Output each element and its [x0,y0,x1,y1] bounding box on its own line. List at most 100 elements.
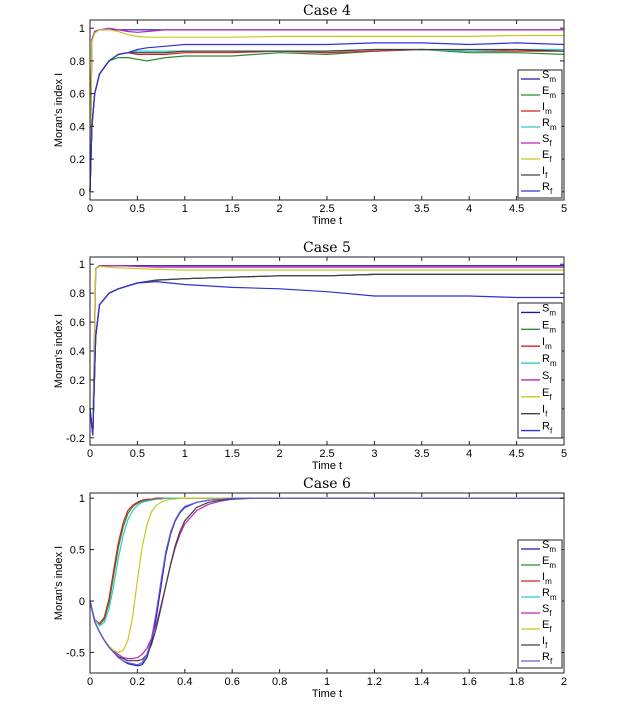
y-tick-label: 0.4 [70,121,85,133]
x-tick-label: 3 [371,448,377,460]
legend-label: If [542,165,548,180]
legend-label-subscript: f [549,139,552,148]
x-tick-label: 1 [182,448,188,460]
x-tick-label: 2 [277,448,283,460]
y-axis-label: Moran's index I [53,546,65,620]
legend-label-subscript: m [549,91,556,100]
legend-label-subscript: f [549,155,552,164]
x-tick-label: 0.5 [130,203,145,215]
legend-label-subscript: m [550,593,557,602]
y-tick-label: 0.4 [70,346,85,358]
y-tick-label: 0.2 [70,154,85,166]
chart-title: Case 6 [303,476,351,492]
legend-label: Ef [542,149,552,164]
legend-label: Im [542,571,552,586]
series-line-Ef [89,497,564,653]
legend-label-subscript: m [545,342,552,351]
legend-label-subscript: f [549,625,552,634]
series-line-Rf [89,42,565,192]
legend-label-subscript: m [549,325,556,334]
legend-label-main: S [542,539,549,551]
legend-label-main: R [542,587,550,599]
series-line-Sm [89,265,564,436]
series-line-Im [89,273,564,436]
legend-label-main: I [542,635,545,647]
y-tick-label: -0.5 [66,647,85,659]
series-line-Rm [89,273,564,436]
legend-label: Ef [542,387,552,402]
legend-label: Rm [542,117,557,132]
x-axis-label: Time t [312,460,342,472]
x-tick-label: 4.5 [509,448,524,460]
subplot-4: Case 4 0 0.5 1 1.5 2 2.5 3 3.5 4 4.5 5 0 0.2 0.4 0.6 0.8… [53,3,567,227]
legend-label: Sm [542,69,556,84]
legend-label-subscript: f [549,376,552,385]
legend-label-subscript: m [549,545,556,554]
legend-label-subscript: f [550,427,553,436]
legend-label-subscript: m [545,107,552,116]
y-tick-label: 0.8 [70,288,85,300]
legend-box [517,69,563,199]
legend-label-main: I [542,165,545,177]
y-axis-label: Moran's index I [53,73,65,147]
legend-label: Em [542,85,556,100]
legend-label: Sm [542,539,556,554]
legend-label: If [542,635,548,650]
x-tick-label: 1.8 [509,676,524,688]
series-line-Sf [89,265,564,436]
chart-title: Case 4 [303,3,351,19]
x-tick-label: 1 [182,203,188,215]
legend-label-subscript: f [545,410,548,419]
legend-label-subscript: f [545,641,548,650]
legend-label-main: E [542,619,549,631]
x-tick-label: 0 [87,203,93,215]
legend-label-main: S [542,133,549,145]
legend-label: If [542,404,548,419]
legend-label-main: R [542,651,550,663]
x-tick-label: 2.5 [319,203,334,215]
legend-label-main: E [542,149,549,161]
legend-label-subscript: m [550,123,557,132]
y-tick-label: 0.8 [70,56,85,68]
x-tick-label: 0.6 [225,676,240,688]
x-tick-label: 4 [466,203,472,215]
legend-label-main: R [542,421,550,433]
legend-label: Im [542,336,552,351]
y-tick-label: 1 [79,493,85,505]
x-tick-label: 2 [561,676,567,688]
x-tick-label: 1.6 [462,676,477,688]
series-line-Im [89,48,564,192]
x-tick-label: 0.4 [177,676,192,688]
x-tick-label: 1.5 [225,203,240,215]
chart-title: Case 5 [303,240,351,256]
legend-label-main: I [542,404,545,416]
legend-label-main: S [542,302,549,314]
y-axis-label: Moran's index I [53,314,65,388]
legend-label: Sf [542,603,552,618]
y-tick-label: 1 [79,23,85,35]
x-tick-label: 5 [561,448,567,460]
x-tick-label: 2.5 [319,448,334,460]
legend-label-main: E [542,85,549,97]
x-axis-label: Time t [312,688,342,700]
legend-label-subscript: f [545,171,548,180]
legend-label-main: R [542,117,550,129]
series-line-Rf [89,281,564,436]
x-tick-label: 0 [87,448,93,460]
legend-label: Ef [542,619,552,634]
legend-label-main: I [542,336,545,348]
y-tick-label: 0 [79,596,85,608]
legend-box [517,302,563,439]
legend-label-main: E [542,387,549,399]
legend-label-main: S [542,603,549,615]
legend-label: Sf [542,370,552,385]
series-line-Em [89,48,565,192]
legend-label: Rf [542,651,553,666]
x-tick-label: 2 [277,203,283,215]
x-tick-label: 1.2 [367,676,382,688]
legend-label: Rm [542,353,557,368]
